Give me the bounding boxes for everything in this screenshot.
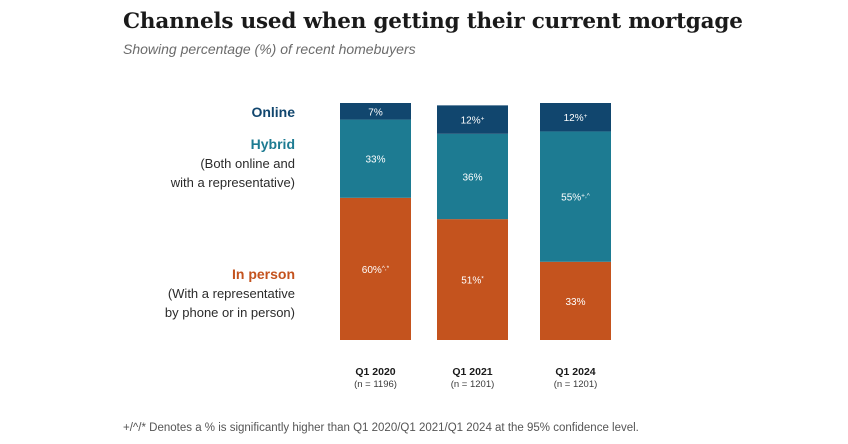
data-label-online-q1-2024: 12%+ [564,113,588,125]
bar-segment-online-q1-2021 [437,105,508,134]
legend-in-person-label: In person [231,266,295,282]
data-label-in-person-q1-2020: 60%^,* [362,264,390,276]
x-tick-label-q1-2021: Q1 2021 [452,366,492,378]
data-label-hybrid-q1-2024: 55%+,^ [561,192,591,204]
chart-subtitle: Showing percentage (%) of recent homebuy… [123,41,416,57]
legend-hybrid: Hybrid (Both online and with a represent… [171,135,295,192]
chart-title: Channels used when getting their current… [123,9,743,34]
bar-segment-hybrid-q1-2024 [540,131,611,262]
bar-segment-in-person-q1-2024 [540,261,611,340]
x-tick-label-q1-2024: Q1 2024 [555,366,595,378]
x-tick-label-q1-2020: Q1 2020 [355,366,395,378]
legend-in-person-desc-line-2: by phone or in person) [164,305,295,320]
data-label-online-q1-2021: 12%+ [461,115,485,127]
data-label-hybrid-q1-2020: 33% [365,155,385,166]
data-label-in-person-q1-2024: 33% [565,297,585,308]
significance-marker-online-q1-2021: + [481,115,485,122]
bar-segment-in-person-q1-2021 [437,219,508,340]
legend-hybrid-label: Hybrid [250,136,295,152]
significance-marker-online-q1-2024: + [584,113,588,120]
significance-marker-hybrid-q1-2024: +,^ [581,192,591,199]
x-tick-sample-size-q1-2024: (n = 1201) [554,379,598,390]
data-label-in-person-q1-2021: 51%* [461,275,484,287]
bar-segment-in-person-q1-2020 [340,197,411,340]
legend-hybrid-desc-line-2: with a representative) [170,175,295,190]
data-label-hybrid-q1-2021: 36% [462,172,482,183]
bar-segment-hybrid-q1-2020 [340,119,411,198]
x-tick-sample-size-q1-2020: (n = 1196) [354,379,397,390]
legend-hybrid-desc-line-1: (Both online and [200,156,295,171]
legend-online-label: Online [251,104,295,120]
legend-in-person-desc-line-1: (With a representative [167,286,295,301]
legend-online: Online [251,104,295,120]
bar-segment-hybrid-q1-2021 [437,133,508,220]
data-label-online-q1-2020: 7% [368,107,383,118]
bar-segment-online-q1-2024 [540,103,611,132]
significance-marker-in-person-q1-2020: ^,* [382,264,390,271]
legend-in-person: In person (With a representative by phon… [165,265,295,322]
x-tick-sample-size-q1-2021: (n = 1201) [451,379,495,390]
bar-segment-online-q1-2020 [340,103,411,120]
footnote: +/^/* Denotes a % is significantly highe… [123,422,639,434]
significance-marker-in-person-q1-2021: * [481,275,484,282]
